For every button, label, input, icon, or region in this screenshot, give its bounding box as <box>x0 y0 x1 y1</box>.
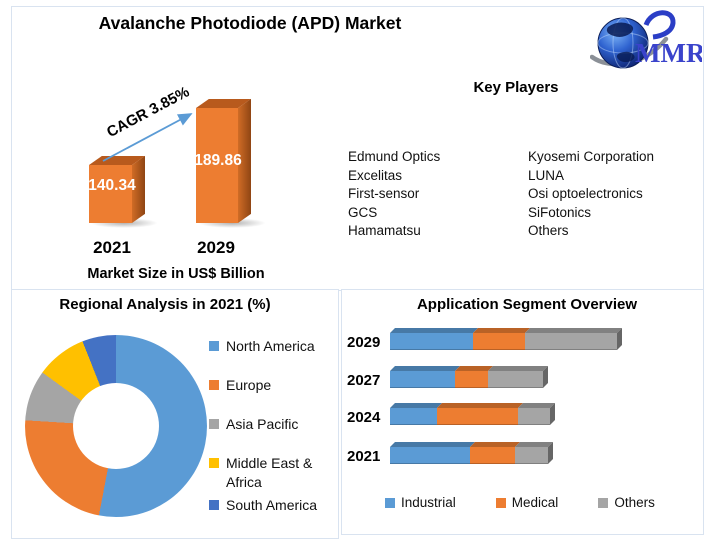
key-player-item: First-sensor <box>348 186 420 201</box>
regional-legend: North America Europe Asia Pacific Middle Ea… <box>209 337 331 535</box>
key-players-column-2: Kyosemi Corporation LUNA Osi optoelectroni… <box>528 148 654 241</box>
legend-label: Asia Pacific <box>226 416 299 432</box>
key-player-item: Osi optoelectronics <box>528 186 643 201</box>
legend-swatch-icon <box>209 380 219 390</box>
legend-swatch-icon <box>209 341 219 351</box>
segment-others <box>518 408 550 425</box>
segment-top-face <box>390 403 442 408</box>
application-bar-row: 2027 <box>341 366 703 389</box>
segment-industrial <box>390 333 473 350</box>
segment-top-face <box>437 403 523 408</box>
segment-medical <box>437 408 518 425</box>
key-player-item: SiFotonics <box>528 204 592 220</box>
legend-label: Industrial <box>401 495 456 510</box>
regional-legend-item: Europe <box>209 376 331 395</box>
segment-end-cap <box>550 403 555 425</box>
key-player-item: Edmund Optics <box>348 149 441 164</box>
segment-others <box>515 447 548 464</box>
application-year-label: 2027 <box>347 372 381 389</box>
key-player-item: GCS <box>348 204 378 220</box>
segment-top-face <box>473 328 530 333</box>
legend-swatch-icon <box>209 419 219 429</box>
key-player-item: Kyosemi Corporation <box>528 149 655 164</box>
segment-medical <box>455 371 488 388</box>
logo-text: MMR <box>635 38 702 68</box>
legend-label: Others <box>614 495 655 510</box>
bar-2029-face <box>196 108 238 223</box>
market-chart-caption: Market Size in US$ Billion <box>87 266 265 282</box>
regional-legend-item: Asia Pacific <box>209 415 331 434</box>
application-bar-row: 2024 <box>341 403 703 426</box>
legend-swatch-icon <box>209 500 219 510</box>
bar-year-2029: 2029 <box>197 238 235 257</box>
bar-2021-face <box>89 165 132 223</box>
application-legend: Industrial Medical Others <box>385 495 655 510</box>
legend-swatch-icon <box>385 497 395 508</box>
regional-legend-item: Middle East & Africa <box>209 454 331 492</box>
segment-end-cap <box>617 328 622 350</box>
key-players-column-1: Edmund Optics Excelitas First-sensor GCS Ham… <box>348 148 440 241</box>
segment-top-face <box>470 442 520 447</box>
segment-industrial <box>390 371 455 388</box>
application-year-label: 2021 <box>347 448 381 465</box>
application-year-label: 2029 <box>347 334 381 351</box>
regional-title: Regional Analysis in 2021 (%) <box>59 296 271 313</box>
legend-label: Medical <box>511 495 559 510</box>
key-player-item: Hamamatsu <box>348 223 421 238</box>
cagr-arrow-icon <box>102 113 193 162</box>
segment-top-face <box>390 442 475 447</box>
segment-industrial <box>390 408 437 425</box>
key-players-heading: Key Players <box>473 79 559 96</box>
legend-swatch-icon <box>209 458 219 468</box>
legend-swatch-icon <box>598 497 609 508</box>
segment-end-cap <box>543 366 548 388</box>
legend-swatch-icon <box>495 497 506 508</box>
segment-end-cap <box>548 442 553 464</box>
application-legend-item: Others <box>598 495 655 510</box>
segment-medical <box>473 333 525 350</box>
application-legend-item: Industrial <box>385 495 456 510</box>
bar-2029-value: 189.86 <box>194 152 242 169</box>
application-legend-item: Medical <box>495 495 559 510</box>
regional-legend-item: South America <box>209 496 331 515</box>
regional-legend-item: North America <box>209 337 331 356</box>
key-player-item: Others <box>528 223 569 238</box>
key-player-item: LUNA <box>528 167 565 183</box>
segment-industrial <box>390 447 470 464</box>
page-title: Avalanche Photodiode (APD) Market <box>98 13 402 33</box>
application-bar-row: 2021 <box>341 442 703 465</box>
legend-label: South America <box>226 497 318 513</box>
application-title: Application Segment Overview <box>416 296 638 313</box>
bar-2021-value: 140.34 <box>88 177 136 194</box>
bar-2029-shadow <box>198 218 266 228</box>
application-bar-row: 2029 <box>341 328 703 351</box>
segment-others <box>488 371 543 388</box>
application-year-label: 2024 <box>347 409 381 426</box>
mmr-logo: MMR <box>589 5 706 69</box>
globe-icon: MMR <box>589 10 706 69</box>
bar-year-2021: 2021 <box>93 238 131 257</box>
key-player-item: Excelitas <box>348 167 403 183</box>
segment-top-face <box>488 366 548 371</box>
legend-label: Middle East & Africa <box>226 455 313 490</box>
segment-medical <box>470 447 515 464</box>
segment-others <box>525 333 617 350</box>
segment-top-face <box>390 366 460 371</box>
segment-top-face <box>525 328 622 333</box>
segment-top-face <box>390 328 478 333</box>
bar-2021-shadow <box>90 218 158 228</box>
regional-donut <box>25 335 207 517</box>
legend-label: North America <box>226 338 315 354</box>
legend-label: Europe <box>226 377 272 393</box>
application-rows: 2029 2027 2024 2021 <box>341 289 703 533</box>
